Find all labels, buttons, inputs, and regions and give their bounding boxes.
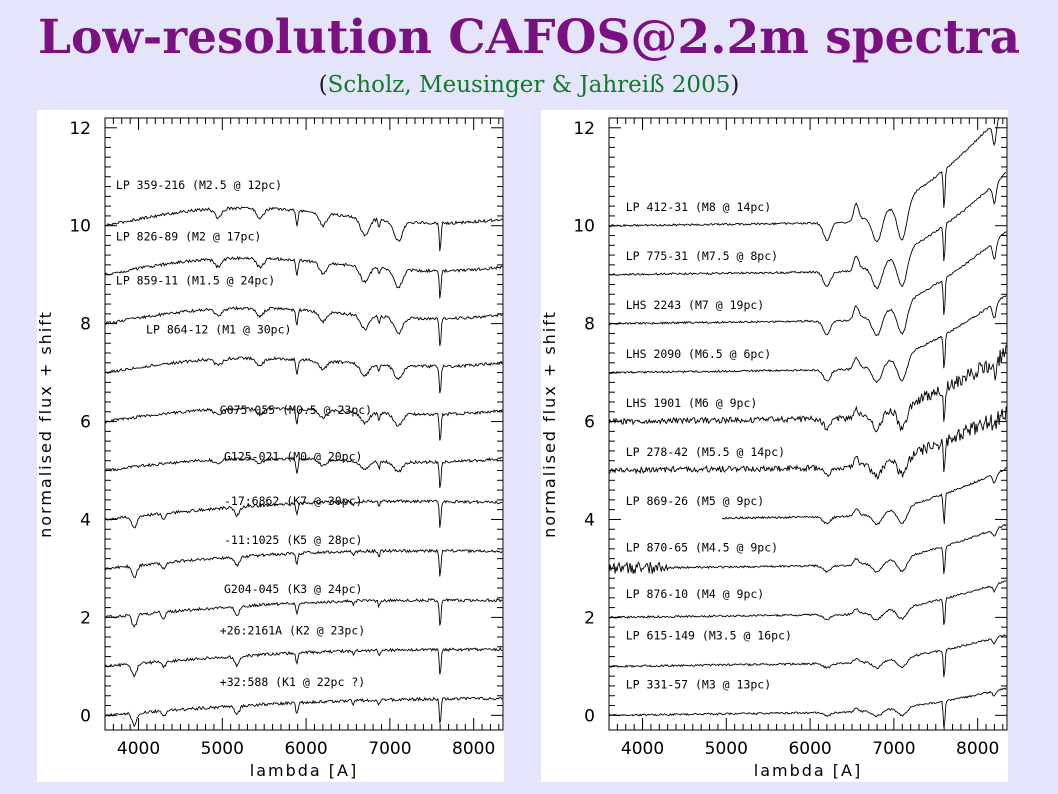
spectrum-label: LP 615-149 (M3.5 @ 16pc) xyxy=(626,628,792,642)
spectrum-line xyxy=(609,634,1007,678)
spectrum-line xyxy=(609,406,1007,480)
spectrum-label: LP 869-26 (M5 @ 9pc) xyxy=(626,494,764,508)
y-axis-label: normalised flux + shift xyxy=(37,310,55,538)
spectrum-line xyxy=(105,206,503,252)
y-tick-label: 12 xyxy=(573,119,595,139)
spectrum-label: G204-045 (K3 @ 24pc) xyxy=(224,582,362,596)
spectrum-line xyxy=(105,499,503,529)
x-tick-label: 7000 xyxy=(368,739,411,759)
spectrum-label: G075-055 (M0.5 @ 23pc) xyxy=(220,403,372,417)
spectrum-label: LP 278-42 (M5.5 @ 14pc) xyxy=(626,445,785,459)
spectrum-label: LP 864-12 (M1 @ 30pc) xyxy=(146,322,291,336)
spectrum-label: G125-021 (M0 @ 20pc) xyxy=(224,450,362,464)
spectrum-line xyxy=(105,456,503,488)
x-tick-label: 5000 xyxy=(201,739,244,759)
spectrum-line xyxy=(609,524,1007,575)
spectrum-line xyxy=(105,406,503,441)
spectrum-label: LHS 1901 (M6 @ 9pc) xyxy=(626,396,758,410)
spectrum-line xyxy=(609,172,1007,290)
x-tick-label: 4000 xyxy=(621,739,664,759)
spectrum-label: -17:6862 (K7 @ 30pc) xyxy=(224,494,362,508)
y-tick-label: 2 xyxy=(80,608,91,628)
spectra-panel-right: 4000 5000 6000 7000 8000 0 2 4 6 8 10 12 lambda [A] n… xyxy=(541,110,1008,782)
page-subtitle: (Scholz, Meusinger & Jahreiß 2005) xyxy=(0,68,1058,102)
spectra-panel-left: 4000 5000 6000 7000 8000 0 2 4 6 8 10 12 lambda [A] n… xyxy=(37,110,504,782)
y-tick-label: 10 xyxy=(573,217,595,237)
x-tick-label: 5000 xyxy=(705,739,748,759)
spectrum-label: LP 859-11 (M1.5 @ 24pc) xyxy=(116,273,275,287)
x-tick-label: 6000 xyxy=(788,739,831,759)
spectrum-label: -11:1025 (K5 @ 28pc) xyxy=(224,533,362,547)
y-tick-label: 6 xyxy=(584,413,595,433)
y-axis-label: normalised flux + shift xyxy=(541,310,559,538)
x-axis-label: lambda [A] xyxy=(250,761,358,780)
y-tick-label: 10 xyxy=(69,217,91,237)
subtitle-close-paren: ) xyxy=(730,72,740,98)
spectrum-label: LP 412-31 (M8 @ 14pc) xyxy=(626,200,771,214)
spectrum-line xyxy=(105,548,503,579)
spectrum-line xyxy=(609,231,1007,337)
y-tick-label: 4 xyxy=(584,510,595,530)
spectra-chart-right: 4000 5000 6000 7000 8000 0 2 4 6 8 10 12 lambda [A] n… xyxy=(541,117,1008,780)
y-tick-label: 2 xyxy=(584,608,595,628)
citation-text: Scholz, Meusinger & Jahreiß 2005 xyxy=(327,72,731,98)
spectrum-line xyxy=(105,305,503,346)
spectrum-label: LHS 2090 (M6.5 @ 6pc) xyxy=(626,347,771,361)
spectrum-line xyxy=(609,687,1007,728)
spectra-chart-left: 4000 5000 6000 7000 8000 0 2 4 6 8 10 12 lambda [A] n… xyxy=(37,117,504,780)
y-tick-label: 0 xyxy=(584,706,595,726)
x-tick-label: 6000 xyxy=(284,739,327,759)
spectrum-line xyxy=(609,295,1007,384)
spectrum-line xyxy=(609,118,1000,243)
x-tick-label: 4000 xyxy=(117,739,160,759)
spectrum-line xyxy=(609,580,1007,625)
spectrum-label: LP 876-10 (M4 @ 9pc) xyxy=(626,587,764,601)
spectrum-label: LHS 2243 (M7 @ 19pc) xyxy=(626,298,764,312)
spectrum-label: LP 826-89 (M2 @ 17pc) xyxy=(116,229,261,243)
spectra-group xyxy=(609,118,1007,728)
spectrum-line xyxy=(105,356,503,394)
spectra-group xyxy=(105,206,503,728)
x-axis-label: lambda [A] xyxy=(754,761,862,780)
spectrum-line xyxy=(609,344,1007,433)
y-tick-label: 8 xyxy=(80,315,91,335)
subtitle-open-paren: ( xyxy=(318,72,328,98)
spectrum-line xyxy=(721,467,1007,526)
spectrum-line xyxy=(105,598,503,629)
y-tick-label: 4 xyxy=(80,510,91,530)
spectrum-line xyxy=(105,646,503,678)
plot-frame xyxy=(104,117,504,731)
spectrum-line xyxy=(105,255,503,299)
spectrum-label: +26:2161A (K2 @ 23pc) xyxy=(220,624,365,638)
spectrum-label: LP 331-57 (M3 @ 13pc) xyxy=(626,677,771,691)
y-tick-label: 6 xyxy=(80,413,91,433)
page-title: Low-resolution CAFOS@2.2m spectra xyxy=(37,10,1021,65)
spectrum-label: LP 359-216 (M2.5 @ 12pc) xyxy=(116,178,282,192)
y-tick-label: 0 xyxy=(80,706,91,726)
y-tick-label: 12 xyxy=(69,119,91,139)
spectrum-line xyxy=(105,696,503,728)
y-tick-label: 8 xyxy=(584,315,595,335)
spectrum-label: +32:588 (K1 @ 22pc ?) xyxy=(220,675,365,689)
x-tick-label: 8000 xyxy=(452,739,495,759)
x-tick-label: 8000 xyxy=(956,739,999,759)
x-tick-label: 7000 xyxy=(872,739,915,759)
spectrum-label: LP 775-31 (M7.5 @ 8pc) xyxy=(626,249,778,263)
spectrum-label: LP 870-65 (M4.5 @ 9pc) xyxy=(626,540,778,554)
